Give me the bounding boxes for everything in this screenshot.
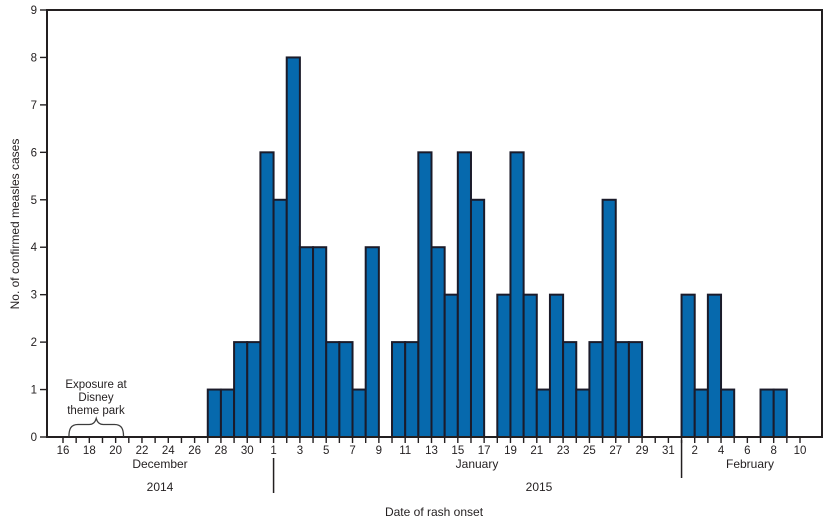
bar — [680, 293, 696, 438]
bar — [562, 341, 578, 438]
y-axis-title: No. of confirmed measles cases — [8, 138, 22, 310]
x-tick-label: 10 — [794, 445, 807, 457]
bar — [312, 246, 328, 438]
bar — [759, 388, 775, 438]
x-tick-label: 24 — [162, 445, 175, 457]
bar — [496, 293, 512, 438]
y-tick-label: 7 — [31, 100, 37, 112]
bar — [272, 198, 288, 438]
bar — [720, 388, 736, 438]
bar — [509, 151, 525, 438]
x-tick-label: 16 — [57, 445, 70, 457]
year-label-2015: 2015 — [525, 480, 553, 494]
year-label-2014: 2014 — [146, 480, 174, 494]
bar — [443, 293, 459, 438]
x-tick-label: 28 — [215, 445, 228, 457]
x-tick-label: 31 — [662, 445, 675, 457]
x-tick-label: 17 — [478, 445, 491, 457]
bar — [298, 246, 315, 438]
bar — [588, 341, 604, 438]
bar — [575, 388, 591, 438]
x-tick-label: 13 — [425, 445, 438, 457]
annotation-line-1: Exposure at — [65, 379, 127, 391]
y-tick-label: 1 — [31, 385, 37, 397]
y-tick-label: 4 — [31, 242, 38, 254]
bar — [391, 341, 407, 438]
y-tick-label: 3 — [31, 290, 37, 302]
bar — [417, 151, 433, 438]
bar — [522, 293, 538, 438]
x-tick-label: 20 — [109, 445, 122, 457]
x-tick-label: 3 — [297, 445, 303, 457]
x-axis-title: Date of rash onset — [384, 505, 484, 519]
bar — [430, 246, 446, 438]
bar — [469, 198, 486, 438]
bar — [535, 388, 551, 438]
x-tick-label: 25 — [583, 445, 596, 457]
y-tick-label: 5 — [31, 195, 37, 207]
bar — [456, 151, 472, 438]
annotation-line-2: Disney — [78, 392, 114, 404]
bar — [338, 341, 354, 438]
x-tick-label: 15 — [451, 445, 464, 457]
bar — [219, 388, 236, 438]
bar — [364, 246, 380, 438]
bar — [351, 388, 367, 438]
month-label-february: February — [725, 457, 775, 471]
x-tick-label: 4 — [718, 445, 725, 457]
x-tick-label: 23 — [557, 445, 570, 457]
x-tick-label: 19 — [504, 445, 517, 457]
x-tick-label: 30 — [241, 445, 254, 457]
annotation-line-3: theme park — [67, 405, 125, 417]
y-tick-label: 9 — [31, 5, 37, 17]
x-tick-label: 8 — [770, 445, 776, 457]
bar — [627, 341, 644, 438]
month-label-january: January — [455, 457, 499, 471]
x-tick-label: 26 — [188, 445, 201, 457]
x-tick-label: 29 — [636, 445, 649, 457]
x-tick-label: 18 — [83, 445, 96, 457]
x-tick-label: 2 — [692, 445, 698, 457]
x-tick-label: 11 — [399, 445, 411, 457]
bar — [259, 151, 275, 438]
plot-border — [46, 9, 823, 438]
bar — [206, 388, 222, 438]
x-tick-label: 27 — [609, 445, 622, 457]
bar — [706, 293, 723, 438]
x-tick-label: 9 — [376, 445, 382, 457]
month-label-december: December — [132, 457, 188, 471]
x-tick-label: 5 — [323, 445, 329, 457]
exposure-annotation: Exposure at Disney theme park — [65, 379, 126, 418]
bar — [548, 293, 565, 438]
bar — [614, 341, 630, 438]
bar — [772, 388, 788, 438]
bar — [404, 341, 420, 438]
x-tick-label: 21 — [530, 445, 543, 457]
y-tick-label: 0 — [31, 432, 37, 444]
x-tick-label: 22 — [136, 445, 149, 457]
exposure-brace — [68, 416, 125, 437]
bar — [325, 341, 341, 438]
bar — [693, 388, 709, 438]
x-tick-label: 6 — [744, 445, 750, 457]
x-tick-label: 1 — [270, 445, 276, 457]
y-tick-label: 2 — [31, 337, 37, 349]
bar — [246, 341, 262, 438]
y-tick-label: 8 — [31, 52, 37, 64]
bar — [601, 198, 617, 438]
y-tick-label: 6 — [31, 147, 37, 159]
bar — [233, 341, 249, 438]
x-tick-label: 7 — [349, 445, 355, 457]
bar — [285, 56, 301, 438]
